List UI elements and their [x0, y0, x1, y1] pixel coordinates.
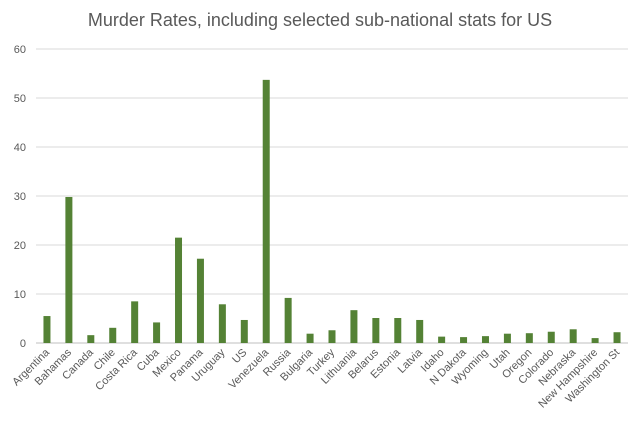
category-label: Latvia — [396, 346, 426, 376]
y-tick-label: 60 — [14, 44, 26, 56]
bar-us — [240, 319, 248, 343]
bar-new-hampshire — [591, 338, 599, 343]
bar-uruguay — [218, 304, 226, 343]
bar-washington-st — [613, 332, 621, 343]
y-tick-label: 50 — [14, 93, 26, 105]
bar-mexico — [175, 237, 183, 343]
bar-bahamas — [65, 196, 73, 343]
y-tick-label: 0 — [20, 338, 26, 350]
bar-turkey — [328, 330, 336, 343]
bar-venezuela — [262, 79, 270, 344]
y-tick-label: 30 — [14, 191, 26, 203]
bar-costa-rica — [131, 301, 139, 343]
y-tick-label: 20 — [14, 240, 26, 252]
bar-colorado — [547, 331, 555, 343]
bar-argentina — [43, 316, 51, 343]
gridlines — [36, 48, 628, 344]
y-tick-label: 10 — [14, 289, 26, 301]
y-axis-tick-labels: 0 10 20 30 40 50 60 — [14, 44, 26, 350]
y-tick-label: 40 — [14, 142, 26, 154]
bar-russia — [284, 297, 292, 343]
bar-estonia — [394, 318, 402, 343]
bar-canada — [87, 335, 95, 343]
bar-n-dakota — [460, 337, 468, 343]
chart-title: Murder Rates, including selected sub-nat… — [87, 10, 553, 30]
bar-oregon — [525, 333, 533, 343]
bar-belarus — [372, 318, 380, 343]
bar-latvia — [416, 319, 424, 343]
bar-nebraska — [569, 329, 577, 343]
bar-wyoming — [481, 336, 489, 343]
bar-chile — [109, 327, 117, 343]
bar-idaho — [438, 336, 446, 343]
bar-panama — [196, 258, 204, 343]
bar-bulgaria — [306, 333, 314, 343]
bars — [43, 79, 621, 344]
bar-lithuania — [350, 310, 358, 343]
bar-cuba — [153, 322, 161, 343]
bar-utah — [503, 333, 511, 343]
